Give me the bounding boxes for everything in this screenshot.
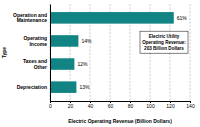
- bar: [50, 58, 74, 70]
- y-tick: Operation andMaintenance: [13, 12, 50, 24]
- x-tick: 80: [128, 101, 134, 109]
- chart: 61% 14% 12% 13% 0 20 40 60 80 100 120 140 Operation …: [0, 0, 200, 127]
- x-tick: 100: [146, 101, 155, 109]
- data-labels: 61% 14% 12% 13%: [77, 15, 187, 90]
- x-tick: 120: [166, 101, 175, 109]
- bar: [50, 12, 174, 24]
- y-tick: Taxes andOther: [23, 58, 50, 70]
- data-label: 14%: [81, 38, 92, 44]
- y-tick: Depreciation: [17, 84, 50, 90]
- x-tick-label: 0: [49, 103, 52, 109]
- y-tick-label: Operation andMaintenance: [13, 12, 47, 24]
- grid-line: [190, 4, 191, 101]
- x-axis-title: Electric Operating Revenue (Billion Doll…: [68, 118, 172, 124]
- plot: 61% 14% 12% 13% 0 20 40 60 80 100 120 140 Operation …: [13, 4, 195, 109]
- y-axis-title: Type: [1, 47, 7, 59]
- grid: [50, 4, 190, 101]
- x-tick-label: 100: [146, 103, 155, 109]
- x-tick-label: 20: [68, 103, 74, 109]
- annotation-text: 203 Billion Dollars: [144, 46, 184, 51]
- grid-line: [50, 4, 51, 101]
- y-axis-line: [50, 5, 51, 102]
- bar: [50, 35, 78, 47]
- y-tick-label: OperatingIncome: [23, 35, 47, 47]
- y-tick: OperatingIncome: [23, 35, 50, 47]
- y-tick-label: Taxes andOther: [23, 58, 47, 70]
- bar: [50, 81, 76, 93]
- x-tick: 40: [88, 101, 94, 109]
- annotation: Electric UtilityOperating Revenue:203 Bi…: [140, 31, 188, 53]
- x-axis: 0 20 40 60 80 100 120 140: [49, 101, 195, 109]
- annotation-text: Electric Utility: [149, 34, 180, 39]
- x-tick: 60: [108, 101, 114, 109]
- x-tick-label: 60: [108, 103, 114, 109]
- data-label: 12%: [77, 61, 88, 67]
- x-tick: 0: [49, 101, 52, 109]
- x-tick-label: 40: [88, 103, 94, 109]
- x-tick-label: 120: [166, 103, 175, 109]
- annotation-text: Operating Revenue:: [142, 40, 186, 45]
- x-tick-label: 140: [186, 103, 195, 109]
- x-tick: 20: [68, 101, 74, 109]
- y-tick-label: Depreciation: [17, 84, 47, 90]
- x-tick-label: 80: [128, 103, 134, 109]
- data-label: 13%: [79, 84, 90, 90]
- x-tick: 140: [186, 101, 195, 109]
- data-label: 61%: [177, 15, 188, 21]
- annotation-box: [140, 31, 188, 53]
- y-axis: Operation andMaintenance OperatingIncome T…: [13, 5, 50, 102]
